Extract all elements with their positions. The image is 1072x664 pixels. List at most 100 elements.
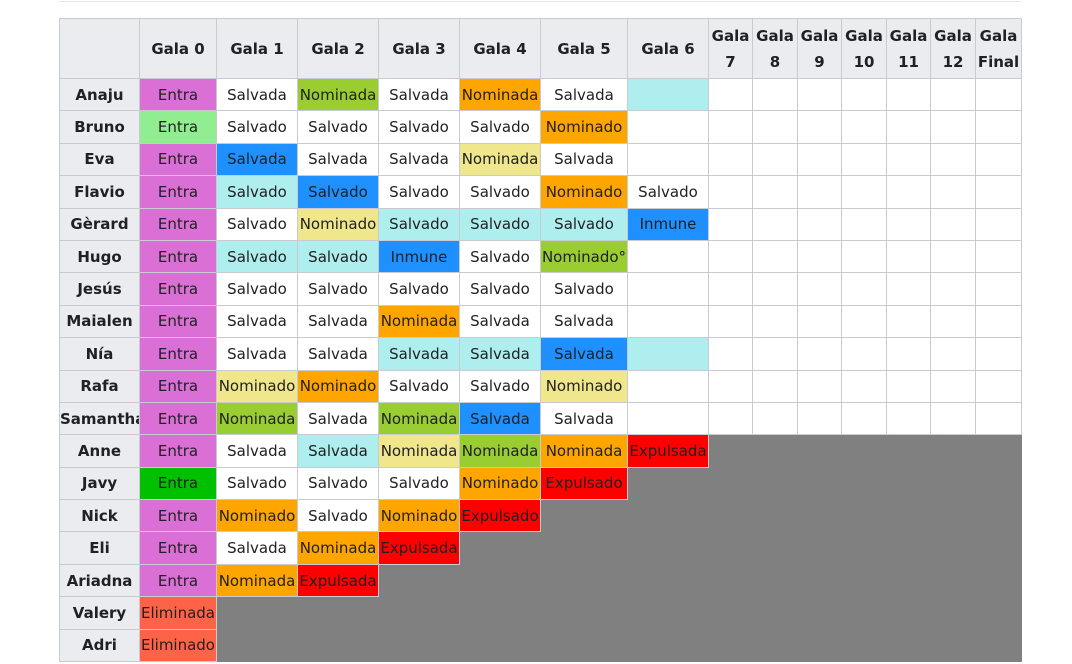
table-cell: Salvada [216,304,298,339]
table-cell: Entra [139,175,217,209]
table-cell [708,175,753,209]
table-cell [930,175,976,209]
column-header: Gala 5 [540,18,628,79]
table-cell [930,142,976,177]
table-cell [975,337,1022,371]
table-cell: Eliminado [139,628,217,663]
table-cell [540,596,628,630]
table-cell [708,466,753,501]
table-cell [841,142,887,177]
table-cell: Salvado [378,207,460,241]
table-cell: Entra [139,239,217,274]
table-cell [752,499,798,533]
table-cell [459,531,541,565]
table-cell [886,531,931,565]
table-cell: Salvada [459,401,541,436]
table-cell: Nominada [540,434,628,468]
row-header: Adri [59,628,140,663]
table-row: Gèrard Entra Salvado Nominado Salvado Salvado… [59,207,1022,241]
table-cell: Entra [139,272,217,306]
table-cell: Salvado [459,369,541,403]
table-cell [886,337,931,371]
table-cell: Nominada [459,434,541,468]
table-cell [797,596,842,630]
table-cell [930,499,976,533]
column-header: Gala 0 [139,18,217,79]
row-header: Hugo [59,239,140,274]
table-row: Samantha Entra Nominada Salvada Nominada Salv… [59,401,1022,436]
table-cell: Salvado [378,110,460,144]
table-cell: Salvado [459,207,541,241]
table-cell: Salvada [378,337,460,371]
table-cell [752,466,798,501]
table-cell [627,628,709,663]
table-cell [708,110,753,144]
table-cell: Entra [139,401,217,436]
table-cell: Eliminada [139,596,217,630]
table-cell: Salvado [216,207,298,241]
table-cell: Nominada [216,563,298,598]
divider [59,1,1021,2]
table-cell [797,531,842,565]
table-row: Valery Eliminada [59,596,1022,630]
table-cell [540,563,628,598]
table-cell: Nominada [459,77,541,112]
table-cell [627,466,709,501]
table-cell: Salvado [216,175,298,209]
table-row: Rafa Entra Nominado Nominado Salvado Salvado N… [59,369,1022,403]
table-cell [886,401,931,436]
table-row: Maialen Entra Salvada Salvada Nominada Salvad… [59,304,1022,339]
table-cell [797,434,842,468]
table-cell [886,563,931,598]
table-cell [459,563,541,598]
table-cell [752,77,798,112]
table-cell: Salvado [378,466,460,501]
table-cell: Salvada [459,337,541,371]
table-cell [841,434,887,468]
column-header: Gala 11 [886,18,931,79]
table-cell [841,596,887,630]
table-cell: Expulsada [627,434,709,468]
table-row: Ariadna Entra Nominada Expulsada [59,563,1022,598]
table-cell [975,499,1022,533]
table-cell [975,434,1022,468]
table-cell [752,272,798,306]
table-cell: Salvado [459,175,541,209]
table-cell: Salvada [378,77,460,112]
table-cell [540,628,628,663]
row-header: Nía [59,337,140,371]
table-cell [797,239,842,274]
table-cell [975,466,1022,501]
table-cell [930,531,976,565]
table-cell: Salvada [216,531,298,565]
table-cell: Nominado [540,110,628,144]
table-cell: Nominada [297,531,379,565]
table-cell [627,596,709,630]
table-cell: Salvado [540,272,628,306]
table-cell [378,596,460,630]
table-cell: Entra [139,207,217,241]
table-cell [627,110,709,144]
table-cell [378,563,460,598]
table-row: Anaju Entra Salvada Nominada Salvada Nominada… [59,77,1022,112]
table-cell [930,77,976,112]
table-cell: Expulsado [540,466,628,501]
table-cell [797,207,842,241]
table-cell: Nominado° [540,239,628,274]
table-cell: Salvado [378,369,460,403]
table-cell [708,596,753,630]
table-cell: Salvado [540,207,628,241]
table-cell [752,110,798,144]
table-cell [627,272,709,306]
table-cell: Entra [139,110,217,144]
table-cell: Nominada [216,401,298,436]
table-cell: Nominada [459,142,541,177]
row-header: Bruno [59,110,140,144]
table-row: Javy Entra Salvado Salvado Salvado Nominado Ex… [59,466,1022,501]
table-cell [886,77,931,112]
table-cell [708,272,753,306]
table-header: Gala 0 Gala 1 Gala 2 Gala 3 Gala 4 Gala 5 Gala… [59,18,1022,79]
table-cell [627,401,709,436]
table-cell [930,563,976,598]
table-cell [627,142,709,177]
